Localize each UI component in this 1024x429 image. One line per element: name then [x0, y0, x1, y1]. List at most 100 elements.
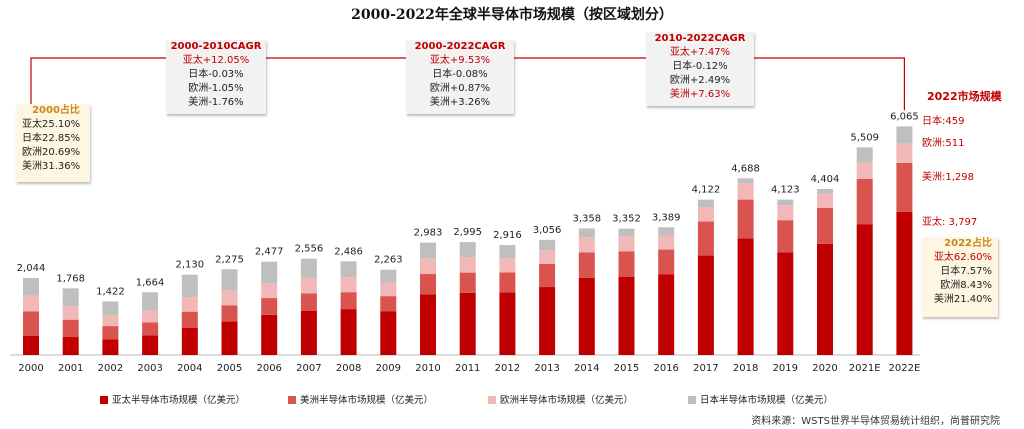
bar-segment [340, 292, 357, 310]
cagr-line-apac: 亚太+7.47% [669, 47, 731, 58]
bar-segment [578, 237, 595, 253]
bar-segment [62, 337, 79, 355]
total-label: 2,130 [175, 260, 204, 271]
total-label: 2,486 [334, 246, 363, 257]
legend-item-apac: 亚太半导体市场规模（亿美元） [100, 392, 245, 406]
bar-segment [737, 178, 754, 184]
share-2000-title: 2000占比 [32, 105, 80, 116]
legend-item-europe: 欧洲半导体市场规模（亿美元） [488, 392, 633, 406]
cagr-line-americas: 美洲-1.76% [188, 97, 244, 108]
legend-swatch [288, 396, 296, 404]
bar-segment [23, 295, 39, 312]
bar-segment [181, 327, 198, 355]
bar-segment [618, 228, 635, 237]
total-label: 4,688 [731, 163, 760, 174]
label-group: 2,044 2000 1,768 2001 1,422 2002 1,664 2003 2,13… [17, 111, 921, 374]
total-label: 2,275 [215, 254, 244, 265]
x-tick-label: 2003 [137, 363, 162, 374]
x-tick-label: 2021E [849, 363, 881, 374]
bar-segment [300, 293, 317, 311]
legend-item-americas: 美洲半导体市场规模（亿美元） [288, 392, 433, 406]
bar-segment [420, 242, 436, 259]
bar-segment [539, 264, 556, 288]
legend-label: 亚太半导体市场规模（亿美元） [112, 395, 246, 406]
share-2022-europe: 欧洲8.43% [940, 280, 992, 291]
share-2022-japan: 日本7.57% [940, 266, 992, 277]
bar-segment [23, 311, 39, 336]
x-tick-label: 2001 [58, 363, 83, 374]
bar-segment [62, 288, 79, 307]
x-tick-label: 2004 [177, 363, 202, 374]
cagr-line-japan: 日本-0.08% [432, 69, 488, 80]
bar-segment [300, 258, 317, 278]
bar-segment [142, 310, 159, 323]
bar-segment [499, 258, 516, 273]
legend-swatch [488, 396, 496, 404]
x-tick-label: 2015 [614, 363, 639, 374]
bar-segment [300, 277, 317, 294]
bar-segment [420, 294, 436, 355]
bar-segment [618, 276, 635, 355]
cagr-box-title: 2000-2022CAGR [414, 41, 506, 52]
bar-segment [817, 207, 833, 244]
chart-title: 2000-2022年全球半导体市场规模（按区域划分） [351, 7, 673, 23]
x-tick-label: 2000 [18, 363, 43, 374]
bar-segment [578, 277, 595, 355]
bar-segment [896, 162, 913, 212]
bar-segment [102, 326, 119, 340]
cagr-line-japan: 日本-0.12% [672, 61, 728, 72]
cagr-box-2010-2022: 2010-2022CAGR 亚太+7.47% 日本-0.12% 欧洲+2.49%… [646, 32, 754, 106]
bar-segment [380, 296, 397, 312]
x-tick-label: 2018 [733, 363, 758, 374]
bar-segment [261, 261, 278, 284]
total-label: 6,065 [890, 111, 919, 122]
bar-segment [737, 238, 754, 355]
cagr-line-europe: 欧洲-1.05% [188, 83, 244, 94]
bar-segment [62, 306, 79, 320]
bar-segment [340, 309, 357, 355]
x-tick-label: 2013 [534, 363, 559, 374]
bar-segment [380, 282, 397, 297]
bar-segment [856, 224, 873, 355]
source-note: 资料来源：WSTS世界半导体贸易统计组织，尚普研究院 [751, 416, 1000, 427]
bar-segment [856, 178, 873, 225]
legend-label: 欧洲半导体市场规模（亿美元） [500, 395, 634, 406]
bar-segment [420, 274, 436, 295]
cagr-line-europe: 欧洲+0.87% [429, 83, 491, 94]
x-tick-label: 2007 [296, 363, 321, 374]
x-tick-label: 2011 [455, 363, 480, 374]
total-label: 4,122 [692, 185, 721, 196]
bar-segment [340, 261, 357, 278]
bar-segment [420, 258, 436, 275]
total-label: 3,389 [652, 212, 681, 223]
x-tick-label: 2016 [653, 363, 678, 374]
market-2022-apac: 亚太: 3,797 [922, 217, 978, 228]
cagr-line-americas: 美洲+3.26% [429, 97, 491, 108]
cagr-line-americas: 美洲+7.63% [669, 89, 731, 100]
bar-segment [340, 277, 357, 293]
bar-segment [261, 298, 278, 315]
bar-segment [578, 252, 595, 278]
total-label: 2,995 [453, 227, 482, 238]
bar-segment [300, 310, 317, 355]
bar-segment [221, 269, 238, 291]
bar-segment [817, 189, 833, 194]
legend-label: 美洲半导体市场规模（亿美元） [300, 395, 434, 406]
bar-segment [817, 243, 833, 355]
cagr-box-title: 2010-2022CAGR [654, 33, 746, 44]
bar-segment [261, 314, 278, 355]
share-2022-box: 2022占比 亚太62.60% 日本7.57% 欧洲8.43% 美洲21.40% [922, 237, 998, 317]
bar-segment [102, 314, 119, 327]
bar-segment [459, 242, 476, 258]
legend-label: 日本半导体市场规模（亿美元） [700, 395, 834, 406]
total-label: 2,916 [493, 230, 522, 241]
total-label: 2,983 [414, 228, 443, 239]
bar-segment [896, 126, 913, 144]
cagr-box-2000-2022: 2000-2022CAGR 亚太+9.53% 日本-0.08% 欧洲+0.87%… [406, 40, 514, 114]
bar-segment [499, 292, 516, 355]
bar-segment [142, 335, 159, 355]
share-2000-apac: 亚太25.10% [22, 119, 81, 130]
x-tick-label: 2002 [98, 363, 123, 374]
market-2022-japan: 日本:459 [922, 116, 965, 127]
total-label: 3,352 [612, 214, 641, 225]
